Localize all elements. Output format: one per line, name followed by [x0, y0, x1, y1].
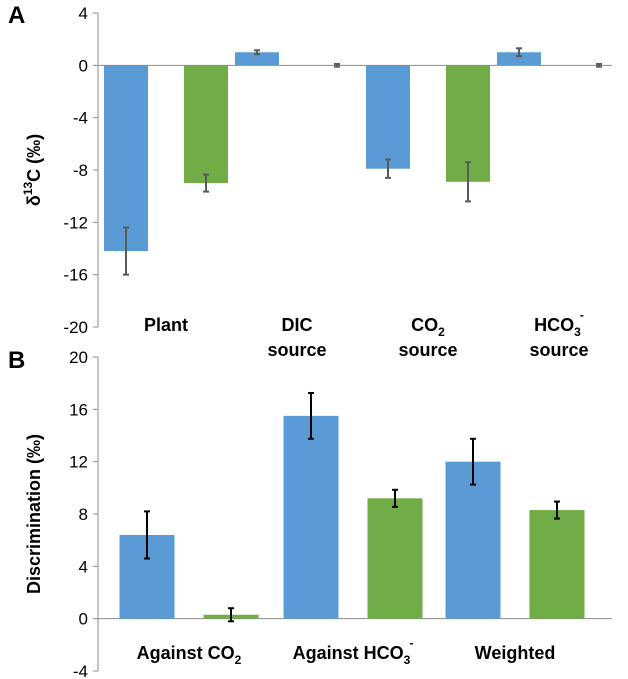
y-tick-label: 0 [79, 610, 88, 629]
error-bar-series-green-1 [334, 63, 340, 68]
panel-letter: B [8, 347, 25, 374]
error-bar-series-blue-3 [516, 47, 522, 58]
category-label: Against CO2 [137, 643, 242, 667]
y-tick-label: 16 [69, 400, 88, 419]
y-tick-label: 8 [79, 505, 88, 524]
error-bar-series-green-2 [465, 161, 471, 203]
error-bar-series-blue-0 [123, 226, 129, 276]
error-bar-series-green-2 [554, 500, 560, 520]
error-bar-series-blue-2 [385, 158, 391, 179]
panel-B: B 20 16 12 8 4 0 -4 Discrimination (‰) Against CO… [8, 347, 612, 679]
error-bar-series-blue-1 [308, 391, 314, 440]
category-label: DIC [282, 315, 313, 335]
category-label: source [398, 340, 457, 360]
category-label: source [529, 340, 588, 360]
bar-series-blue-1 [283, 415, 339, 619]
bar-series-blue-2 [366, 65, 410, 169]
y-tick-label: 12 [69, 453, 88, 472]
bar-series-blue-3 [497, 52, 541, 66]
category-label: Against HCO3- [293, 636, 414, 667]
y-tick-label: 4 [79, 557, 88, 576]
error-bar-series-green-1 [392, 488, 398, 508]
error-bar-series-blue-1 [254, 49, 260, 56]
category-label: CO2 [411, 315, 445, 339]
y-tick-label: -4 [73, 109, 88, 128]
bar-series-blue-0 [104, 65, 148, 252]
y-tick-label: -16 [63, 266, 88, 285]
error-bar-series-green-3 [596, 63, 602, 68]
bar-series-blue-1 [235, 52, 279, 66]
bar-series-blue-2 [445, 461, 501, 619]
error-bar-series-green-0 [228, 607, 234, 623]
category-label: source [267, 340, 326, 360]
error-bar-series-blue-2 [470, 437, 476, 486]
bar-series-green-1 [367, 498, 423, 619]
y-tick-label: -8 [73, 161, 88, 180]
y-axis-title: Discrimination (‰) [24, 434, 44, 594]
error-bar-series-green-0 [203, 173, 209, 193]
bar-series-green-0 [184, 65, 228, 184]
y-tick-label: 0 [79, 56, 88, 75]
category-label: Plant [144, 315, 188, 335]
y-tick-label: -12 [63, 213, 88, 232]
y-axis-title: δ13C (‰) [21, 134, 44, 206]
y-tick-label: -20 [63, 318, 88, 337]
error-bar-series-blue-0 [144, 510, 150, 560]
y-tick-label: 20 [69, 348, 88, 367]
bar-series-green-2 [529, 510, 585, 619]
category-label: HCO3- [534, 308, 584, 339]
y-tick-label: -4 [73, 662, 88, 679]
panel-letter: A [8, 2, 25, 29]
y-tick-label: 4 [79, 4, 88, 23]
category-label: Weighted [475, 643, 556, 663]
